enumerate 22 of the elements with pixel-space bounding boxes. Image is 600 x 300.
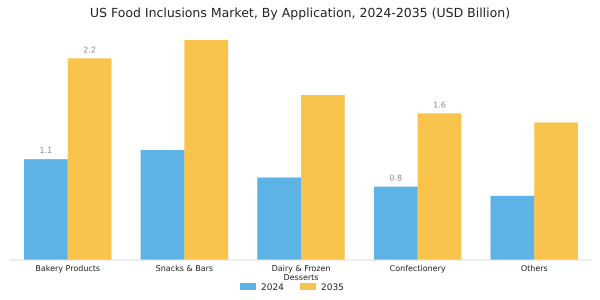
data-label: 1.6 xyxy=(433,100,446,110)
chart-title: US Food Inclusions Market, By Application, 2024-2035 (USD Billion) xyxy=(90,5,510,20)
x-tick-label: Confectionery xyxy=(390,264,446,273)
bar xyxy=(374,186,418,260)
bar xyxy=(184,40,228,260)
bar xyxy=(68,58,112,260)
bar xyxy=(301,95,345,260)
bar xyxy=(490,196,534,260)
bar xyxy=(534,122,578,260)
legend-label: 2024 xyxy=(261,283,284,293)
bar xyxy=(24,159,68,260)
x-tick-label: Snacks & Bars xyxy=(156,264,214,273)
data-label: 1.1 xyxy=(40,146,52,156)
data-label: 0.8 xyxy=(389,174,402,183)
bar xyxy=(418,113,462,260)
x-tick-label: Others xyxy=(520,264,548,273)
legend-label: 2035 xyxy=(321,283,344,293)
x-tick-label: Bakery Products xyxy=(35,264,100,273)
bar xyxy=(257,178,301,260)
x-tick-label: Dairy & Frozen Desserts xyxy=(272,264,330,282)
bar xyxy=(140,150,184,260)
data-label: 2.2 xyxy=(83,45,96,54)
